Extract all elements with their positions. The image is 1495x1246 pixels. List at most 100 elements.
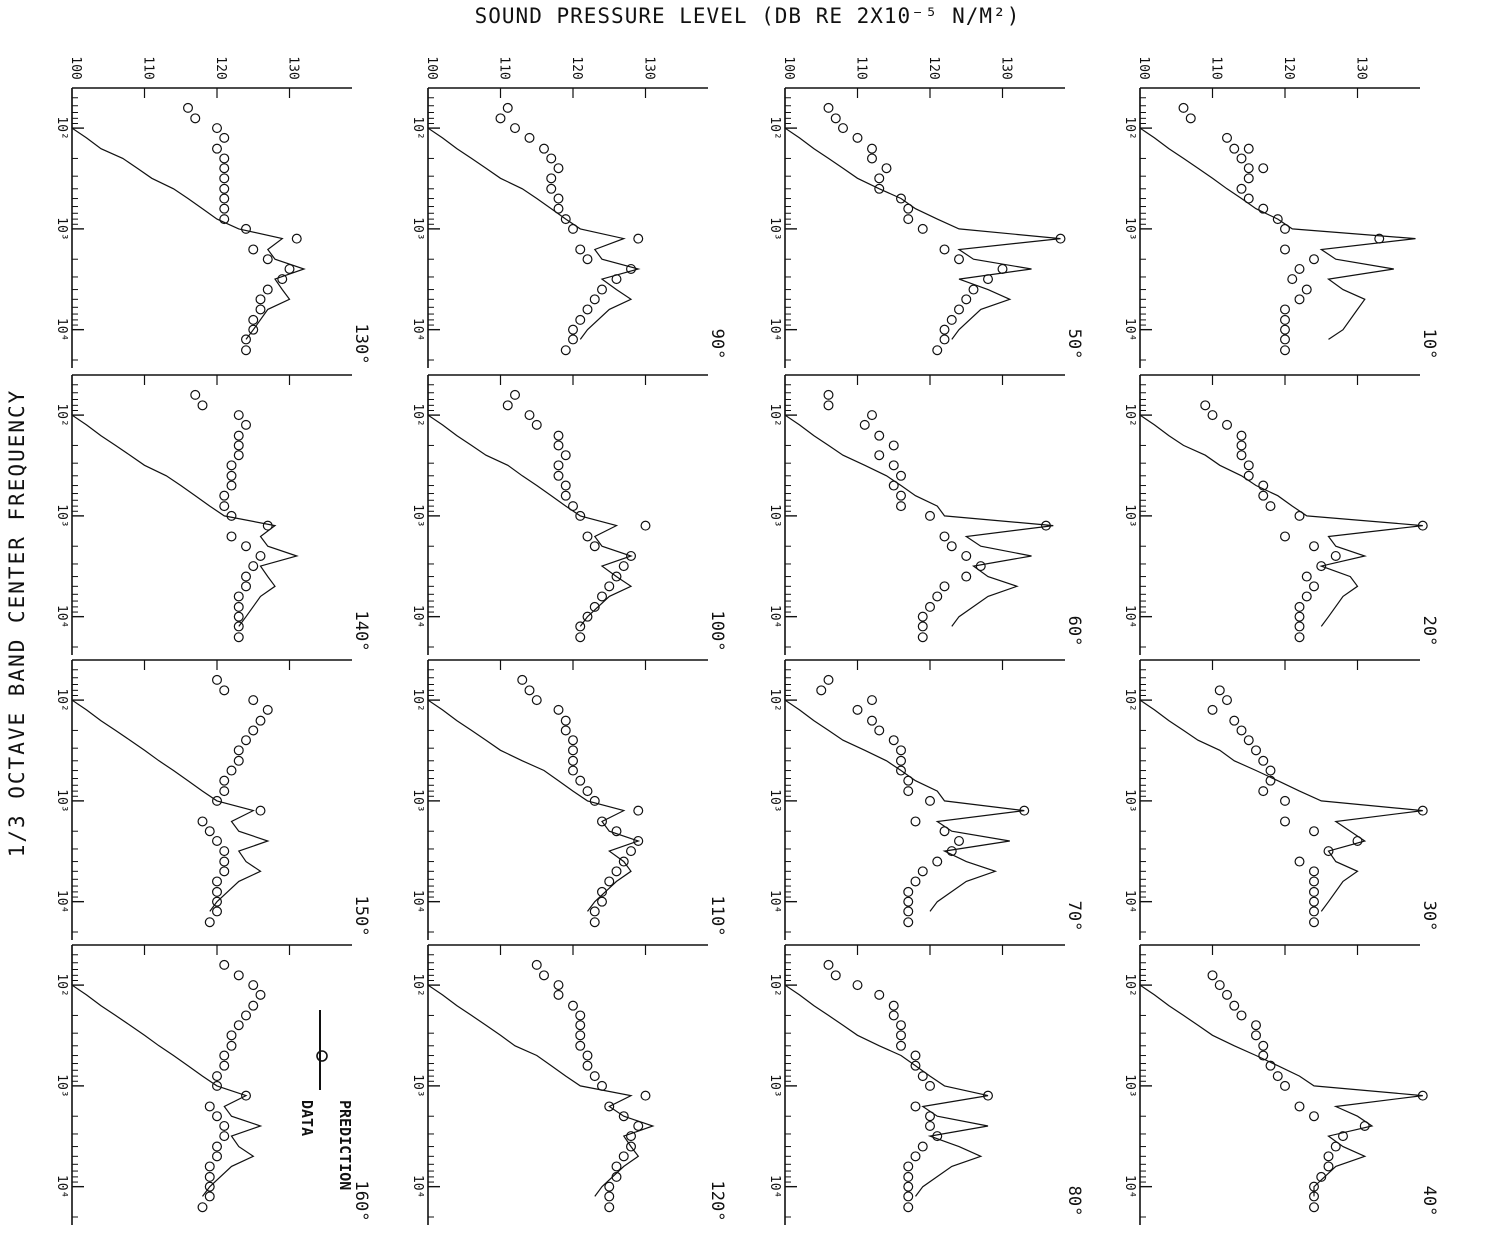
data-point [219, 775, 230, 786]
data-point [219, 203, 230, 214]
angle-label: 90° [707, 329, 727, 360]
data-point [881, 163, 892, 174]
data-point [625, 846, 636, 857]
data-point [1287, 274, 1298, 285]
prediction-line [427, 669, 641, 912]
data-point [596, 896, 607, 907]
angle-label: 80° [1064, 1186, 1084, 1217]
data-point [604, 1191, 615, 1202]
data-point [596, 886, 607, 897]
data-point [932, 345, 943, 356]
data-point [837, 123, 848, 134]
angle-label: 70° [1064, 901, 1084, 932]
data-point [968, 284, 979, 295]
data-point [1294, 856, 1305, 867]
data-point [917, 1141, 928, 1152]
data-point [895, 1030, 906, 1041]
data-point [604, 1202, 615, 1213]
frequency-tick-label: 10³ [410, 1074, 425, 1097]
data-point [546, 173, 557, 184]
data-point [640, 1090, 651, 1101]
data-point [895, 1020, 906, 1031]
data-point [553, 193, 564, 204]
data-point [1308, 1111, 1319, 1122]
data-point [1308, 876, 1319, 887]
data-point [1214, 980, 1225, 991]
panel-140-deg: 10² 10³ 10⁴ 140° [54, 374, 371, 655]
data-point [1272, 214, 1283, 225]
data-point [823, 102, 834, 113]
frequency-tick-label: 10⁴ [767, 1175, 782, 1198]
frequency-tick-label: 10³ [54, 789, 69, 812]
data-point [248, 1000, 259, 1011]
data-point [1221, 132, 1232, 143]
data-point [910, 876, 921, 887]
data-point [589, 795, 600, 806]
legend: PREDICTION DATA [298, 1010, 354, 1190]
data-point [219, 163, 230, 174]
data-point [874, 430, 885, 441]
prediction-line [427, 384, 633, 627]
frequency-tick-label: 10³ [410, 789, 425, 812]
angle-label: 150° [351, 896, 371, 937]
data-point [284, 263, 295, 274]
data-point [204, 826, 215, 837]
data-point [553, 440, 564, 451]
data-point [241, 1010, 252, 1021]
data-point [183, 102, 194, 113]
data-point [975, 561, 986, 572]
frequency-tick-label: 10² [1122, 116, 1137, 139]
data-point [589, 1071, 600, 1082]
data-point [903, 1161, 914, 1172]
legend-data-label: DATA [298, 1100, 316, 1136]
panel-50-deg: 100 110 120 130 10² 10³ 10⁴ 50° [767, 56, 1084, 368]
data-point [233, 970, 244, 981]
data-point [1316, 1171, 1327, 1182]
frequency-tick-label: 10⁴ [410, 1175, 425, 1198]
data-point [560, 490, 571, 501]
data-point [233, 410, 244, 421]
data-point [1258, 490, 1269, 501]
data-point [226, 510, 237, 521]
prediction-line [784, 384, 1054, 627]
data-point [982, 1090, 993, 1101]
data-point [553, 460, 564, 471]
data-point [1308, 906, 1319, 917]
data-point [1308, 866, 1319, 877]
data-point [219, 1050, 230, 1061]
frequency-tick-label: 10³ [410, 504, 425, 527]
data-point [212, 795, 223, 806]
data-point [197, 400, 208, 411]
data-point [197, 1202, 208, 1213]
angle-label: 110° [707, 896, 727, 937]
data-point [611, 1171, 622, 1182]
data-point [1323, 1151, 1334, 1162]
panel-80-deg: 10² 10³ 10⁴ 80° [767, 944, 1084, 1225]
data-point [932, 1131, 943, 1142]
data-point [1243, 735, 1254, 746]
data-point [1279, 314, 1290, 325]
data-point [219, 856, 230, 867]
data-point [241, 735, 252, 746]
data-point [212, 886, 223, 897]
data-point [524, 685, 535, 696]
data-point [939, 581, 950, 592]
data-point [618, 856, 629, 867]
data-point [1330, 550, 1341, 561]
data-point [262, 704, 273, 715]
data-point [903, 896, 914, 907]
data-point [1250, 1030, 1261, 1041]
data-point [502, 102, 513, 113]
data-point [560, 214, 571, 225]
level-tick-label: 100 [781, 56, 796, 79]
data-point [939, 826, 950, 837]
frequency-tick-label: 10³ [1122, 789, 1137, 812]
data-point [212, 1080, 223, 1091]
data-point [1236, 153, 1247, 164]
data-point [633, 1120, 644, 1131]
data-point [895, 470, 906, 481]
data-point [575, 244, 586, 255]
data-point [917, 1071, 928, 1082]
data-point [589, 601, 600, 612]
